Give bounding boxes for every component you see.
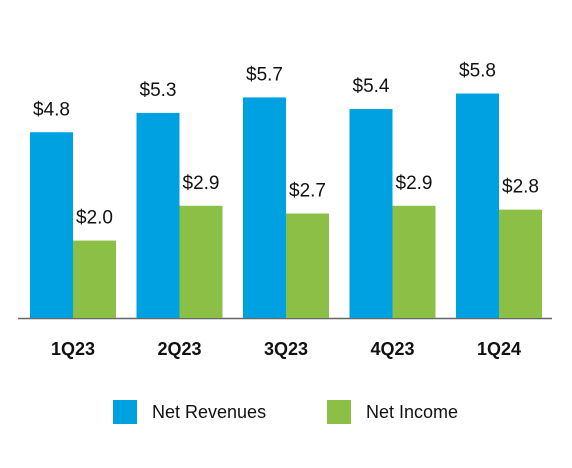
bar xyxy=(286,213,329,318)
bar xyxy=(456,93,499,318)
bar xyxy=(392,205,436,318)
legend-label: Net Income xyxy=(366,402,458,422)
bar xyxy=(179,205,223,318)
x-tick-label: 2Q23 xyxy=(157,339,201,359)
legend-swatch xyxy=(113,400,137,424)
legend-label: Net Revenues xyxy=(152,402,266,422)
x-tick-label: 3Q23 xyxy=(264,339,308,359)
x-tick-label: 4Q23 xyxy=(370,339,414,359)
bar xyxy=(30,132,73,318)
bar xyxy=(243,97,286,318)
bar xyxy=(349,109,393,319)
value-label: $2.7 xyxy=(289,181,326,202)
x-tick-label: 1Q23 xyxy=(51,339,95,359)
value-label: $2.9 xyxy=(396,173,433,194)
x-tick-label: 1Q24 xyxy=(477,339,521,359)
value-label: $2.0 xyxy=(76,208,113,229)
value-label: $2.9 xyxy=(183,173,220,194)
value-label: $5.3 xyxy=(140,80,177,101)
bar xyxy=(73,240,116,318)
value-label: $4.8 xyxy=(33,99,70,120)
bar xyxy=(136,112,180,318)
value-label: $5.8 xyxy=(459,61,496,82)
legend-swatch xyxy=(327,400,351,424)
value-label: $5.4 xyxy=(353,76,390,97)
value-label: $2.8 xyxy=(502,177,539,198)
bar xyxy=(499,209,542,318)
value-label: $5.7 xyxy=(246,64,283,85)
